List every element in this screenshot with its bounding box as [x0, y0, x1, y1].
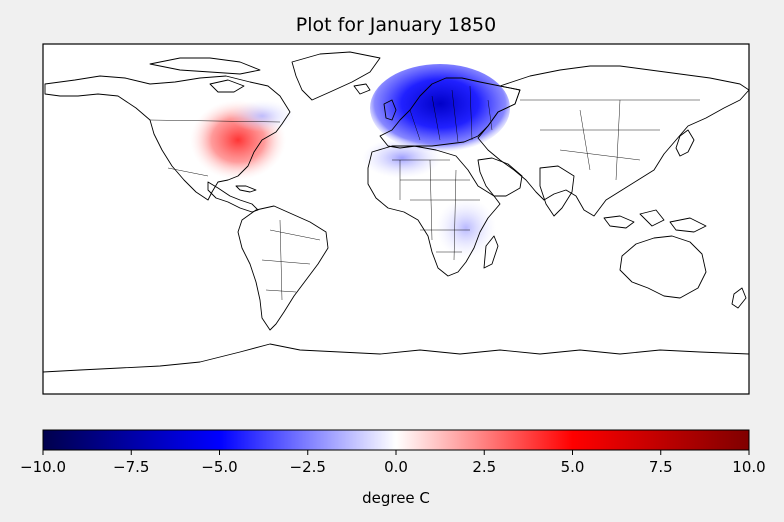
colorbar-tick-label: 10.0 — [732, 458, 765, 476]
world-map — [43, 44, 749, 394]
colorbar-tick-label: 7.5 — [649, 458, 673, 476]
anomaly-north-africa — [362, 138, 442, 178]
colorbar-label: degree C — [362, 489, 430, 507]
colorbar-tick-label: 5.0 — [561, 458, 585, 476]
colorbar-tick-label: 0.0 — [384, 458, 408, 476]
country-borders — [149, 85, 700, 301]
colorbar-tick-label: 2.5 — [472, 458, 496, 476]
colorbar-tick-label: −10.0 — [20, 458, 66, 476]
anomaly-northern-europe — [370, 64, 510, 152]
anomaly-canada — [230, 100, 294, 132]
map-frame — [42, 43, 750, 395]
anomaly-layer — [190, 64, 510, 258]
colorbar-gradient — [42, 429, 750, 451]
colorbar-ticks: −10.0 −7.5 −5.0 −2.5 0.0 2.5 5.0 7.5 10.0 — [20, 450, 766, 476]
plot-title: Plot for January 1850 — [296, 14, 496, 36]
colorbar-tick-label: −2.5 — [290, 458, 326, 476]
colorbar-tick-label: −7.5 — [113, 458, 149, 476]
coastlines — [43, 51, 749, 394]
colorbar: −10.0 −7.5 −5.0 −2.5 0.0 2.5 5.0 7.5 10.0 degree… — [20, 429, 766, 507]
anomaly-east-africa — [436, 198, 496, 258]
colorbar-tick-label: −5.0 — [201, 458, 237, 476]
